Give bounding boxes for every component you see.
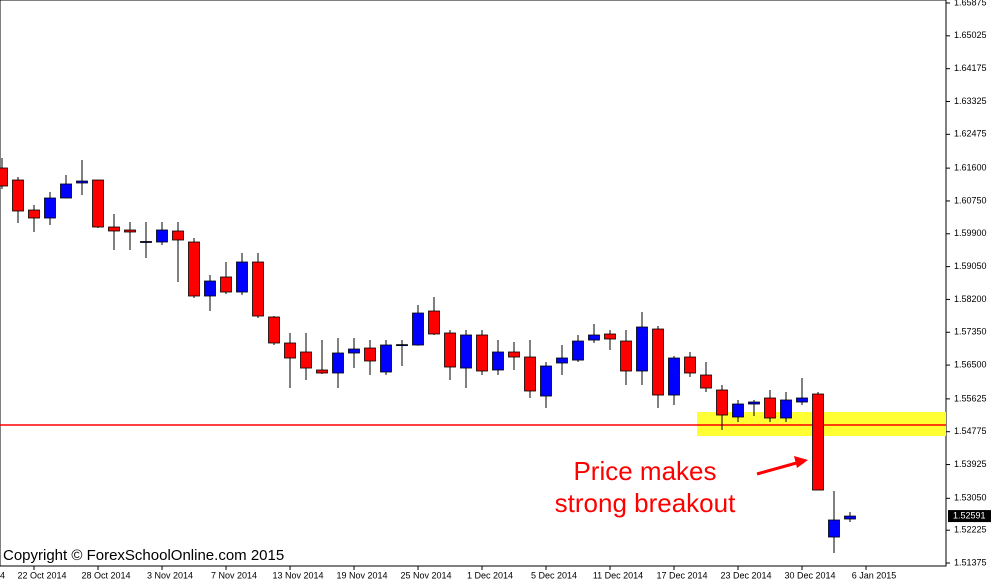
- x-tick-label: 23 Dec 2014: [720, 570, 771, 580]
- candle-body: [348, 348, 360, 354]
- candle-body: [812, 393, 824, 491]
- candle-body: [316, 369, 328, 374]
- candle-body: [684, 356, 696, 374]
- candle-body: [572, 340, 584, 361]
- candle-body: [636, 326, 648, 372]
- annotation: Price makes: [573, 456, 716, 486]
- y-tick-label: 1.51375: [954, 557, 987, 567]
- arrow-head: [794, 456, 808, 468]
- candle-body: [268, 316, 280, 344]
- candle-body: [44, 197, 56, 219]
- candle-body: [604, 333, 616, 340]
- x-tick-label: 30 Dec 2014: [784, 570, 835, 580]
- x-tick-label: 6 Jan 2015: [852, 570, 897, 580]
- x-tick-label: 28 Oct 2014: [81, 570, 130, 580]
- candle-body: [844, 515, 856, 520]
- y-tick-label: 1.65875: [954, 0, 987, 7]
- candle-body: [540, 365, 552, 397]
- x-tick-label: 17 Dec 2014: [656, 570, 707, 580]
- y-tick-label: 1.62475: [954, 129, 987, 139]
- candle-body: [460, 334, 472, 369]
- y-tick-label: 1.60750: [954, 195, 987, 205]
- candle-body: [556, 357, 568, 364]
- candle-body: [780, 399, 792, 419]
- candle-body: [172, 230, 184, 241]
- y-tick-label: 1.61600: [954, 162, 987, 172]
- candle-body: [524, 356, 536, 392]
- y-tick-label: 1.59050: [954, 261, 987, 271]
- annotation: strong breakout: [555, 488, 736, 518]
- x-tick-label: 1 Dec 2014: [467, 570, 513, 580]
- candle-body: [124, 229, 136, 233]
- candle-body: [396, 344, 408, 347]
- candle-body: [204, 280, 216, 297]
- x-tick-label: 5 Dec 2014: [531, 570, 577, 580]
- candle-body: [252, 261, 264, 317]
- candle-body: [140, 241, 152, 243]
- x-tick-label: 4: [0, 570, 5, 580]
- candle-body: [668, 357, 680, 396]
- candle-body: [508, 351, 520, 358]
- candle-body: [28, 209, 40, 219]
- candle-body: [92, 179, 104, 228]
- candle-body: [332, 352, 344, 374]
- candle-body: [236, 261, 248, 293]
- candle-body: [652, 328, 664, 396]
- arrow: [756, 460, 801, 476]
- candle-body: [284, 342, 296, 359]
- candle-body: [796, 397, 808, 403]
- x-tick-label: 7 Nov 2014: [211, 570, 257, 580]
- y-tick-label: 1.65025: [954, 30, 987, 40]
- plot-area: [0, 0, 947, 567]
- y-tick-label: 1.58200: [954, 294, 987, 304]
- candle-body: [620, 340, 632, 372]
- candle-body: [300, 351, 312, 369]
- y-tick-label: 1.64175: [954, 63, 987, 73]
- candle-body: [60, 183, 72, 199]
- y-tick-label: 1.59900: [954, 228, 987, 238]
- candle-body: [428, 310, 440, 335]
- candle-body: [76, 180, 88, 184]
- candle-body: [188, 241, 200, 297]
- x-tick-label: 19 Nov 2014: [336, 570, 387, 580]
- last-price-box: [948, 510, 991, 523]
- candle-body: [12, 179, 24, 212]
- candle-body: [380, 344, 392, 373]
- candle-body: [828, 519, 840, 538]
- candle-body: [108, 226, 120, 232]
- y-tick-label: 1.54775: [954, 426, 987, 436]
- candle-body: [700, 374, 712, 389]
- y-tick-label: 1.52225: [954, 525, 987, 535]
- x-tick-label: 3 Nov 2014: [147, 570, 193, 580]
- candle-body: [0, 167, 8, 187]
- x-tick-label: 22 Oct 2014: [17, 570, 66, 580]
- candle-body: [748, 401, 760, 405]
- candle-body: [732, 403, 744, 418]
- candle-body: [716, 389, 728, 416]
- y-tick-label: 1.53925: [954, 459, 987, 469]
- plot: [0, 158, 946, 554]
- x-tick-label: 13 Nov 2014: [272, 570, 323, 580]
- candle-body: [588, 334, 600, 341]
- x-tick-label: 25 Nov 2014: [400, 570, 451, 580]
- x-tick-label: 11 Dec 2014: [593, 570, 643, 580]
- candle-body: [156, 229, 168, 243]
- y-tick-label: 1.57350: [954, 327, 987, 337]
- candle-body: [492, 351, 504, 371]
- last-price-label: 1.52591: [953, 510, 986, 520]
- copyright: Copyright © ForexSchoolOnline.com 2015: [3, 547, 284, 564]
- candle-body: [444, 332, 456, 368]
- y-tick-label: 1.63325: [954, 96, 987, 106]
- y-tick-label: 1.56500: [954, 359, 987, 369]
- candle-body: [220, 276, 232, 293]
- candle-body: [476, 334, 488, 372]
- candle-body: [364, 347, 376, 362]
- candle-body: [412, 312, 424, 346]
- y-tick-label: 1.55625: [954, 393, 987, 403]
- y-tick-label: 1.53050: [954, 493, 987, 503]
- candle-body: [764, 397, 776, 419]
